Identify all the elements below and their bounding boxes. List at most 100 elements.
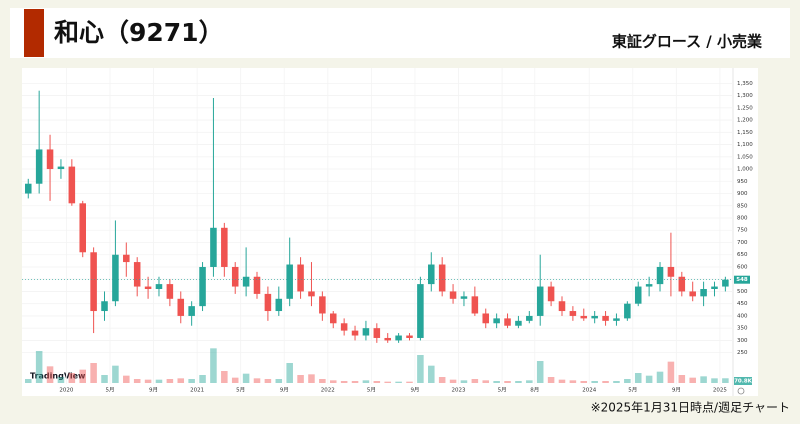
volume-bar [624, 379, 631, 383]
volume-bar [406, 381, 413, 383]
volume-bar [133, 379, 141, 383]
y-tick-label: 1,150 [737, 130, 753, 136]
candle-body [242, 276, 250, 287]
watermark: TradingView [30, 372, 86, 381]
y-tick-label: 1,050 [737, 154, 753, 160]
volume-bar [264, 379, 272, 383]
candle-body [504, 318, 511, 326]
volume-bar [438, 377, 446, 383]
candle-body [351, 330, 359, 336]
volume-bar [373, 381, 381, 383]
candle-body [711, 286, 718, 289]
volume-bar [656, 371, 664, 383]
candle-body [417, 284, 424, 338]
volume-bar [504, 381, 511, 383]
candle-body [373, 328, 381, 338]
y-tick-label: 250 [737, 350, 748, 356]
candle-body [210, 227, 217, 267]
candle-body [123, 254, 130, 263]
candle-body [482, 313, 490, 324]
candle-body [35, 149, 43, 184]
volume-bar [722, 378, 729, 383]
candle-body [515, 320, 522, 326]
header-accent [24, 9, 44, 57]
candle-body [471, 296, 479, 314]
last-volume-box [734, 377, 752, 385]
candle-body [645, 284, 653, 287]
header-box [10, 8, 790, 58]
volume-bar [210, 348, 217, 383]
volume-bar [242, 373, 250, 383]
candle-body [406, 335, 413, 338]
volume-bar [547, 377, 555, 383]
volume-bar [340, 381, 348, 383]
candle-body [700, 289, 707, 297]
candle-body [384, 337, 391, 341]
volume-bar [526, 380, 533, 383]
last-price-label: 548 [736, 277, 748, 283]
volume-bar [667, 361, 675, 383]
candle-body [319, 296, 326, 314]
candle-body [558, 301, 566, 312]
volume-bar [645, 375, 653, 383]
y-tick-label: 1,000 [737, 167, 753, 173]
candle-body [722, 279, 729, 287]
volume-bar [700, 376, 707, 383]
x-tick-label: 5月 [105, 387, 114, 394]
y-tick-label: 650 [737, 252, 748, 258]
volume-bar [362, 380, 370, 383]
volume-bar [329, 380, 337, 383]
candle-body [133, 262, 141, 287]
volume-bar [428, 365, 435, 383]
candle-body [177, 298, 185, 316]
y-tick-label: 950 [737, 179, 748, 185]
x-tick-label: 2025 [713, 388, 727, 394]
volume-bar [449, 379, 457, 383]
volume-bar [286, 363, 293, 383]
volume-bar [90, 363, 97, 383]
candle-body [634, 286, 642, 304]
candle-body [253, 276, 261, 294]
candle-body [79, 203, 86, 253]
volume-bar [558, 379, 566, 383]
last-volume-label: 70.8K [734, 379, 753, 385]
volume-bar [689, 377, 696, 383]
volume-bar [46, 366, 54, 383]
candle-body [340, 323, 348, 331]
chart-title: 和心（9271） [54, 18, 224, 47]
candle-body [155, 284, 163, 289]
volume-bar [123, 375, 130, 383]
volume-bar [471, 379, 479, 383]
candle-body [526, 315, 533, 321]
candle-body [112, 254, 119, 302]
candle-body [57, 166, 65, 170]
volume-bar [297, 375, 304, 383]
volume-bar [493, 381, 500, 383]
volume-bar [460, 380, 468, 383]
candle-body [68, 166, 76, 204]
volume-bar [221, 371, 228, 383]
candle-body [547, 286, 555, 302]
settings-icon[interactable] [737, 387, 745, 395]
volume-bar [515, 381, 522, 383]
y-tick-label: 1,350 [737, 81, 753, 87]
volume-bar [25, 379, 32, 383]
candle-body [25, 183, 32, 194]
candle-body [362, 328, 370, 336]
candle-body [101, 301, 108, 312]
candle-body [602, 315, 609, 321]
volume-bar [35, 351, 43, 383]
volume-bar [634, 373, 642, 383]
volume-bar [112, 365, 119, 383]
candle-body [580, 315, 588, 319]
candle-body [297, 264, 304, 292]
volume-bar [613, 381, 620, 383]
candle-body [569, 311, 577, 316]
candle-body [395, 335, 402, 341]
candle-body [536, 286, 544, 316]
x-tick-label: 5月 [367, 387, 376, 394]
y-tick-label: 500 [737, 289, 748, 295]
candle-body [624, 303, 631, 319]
x-tick-label: 9月 [410, 387, 419, 394]
candle-body [460, 296, 468, 299]
